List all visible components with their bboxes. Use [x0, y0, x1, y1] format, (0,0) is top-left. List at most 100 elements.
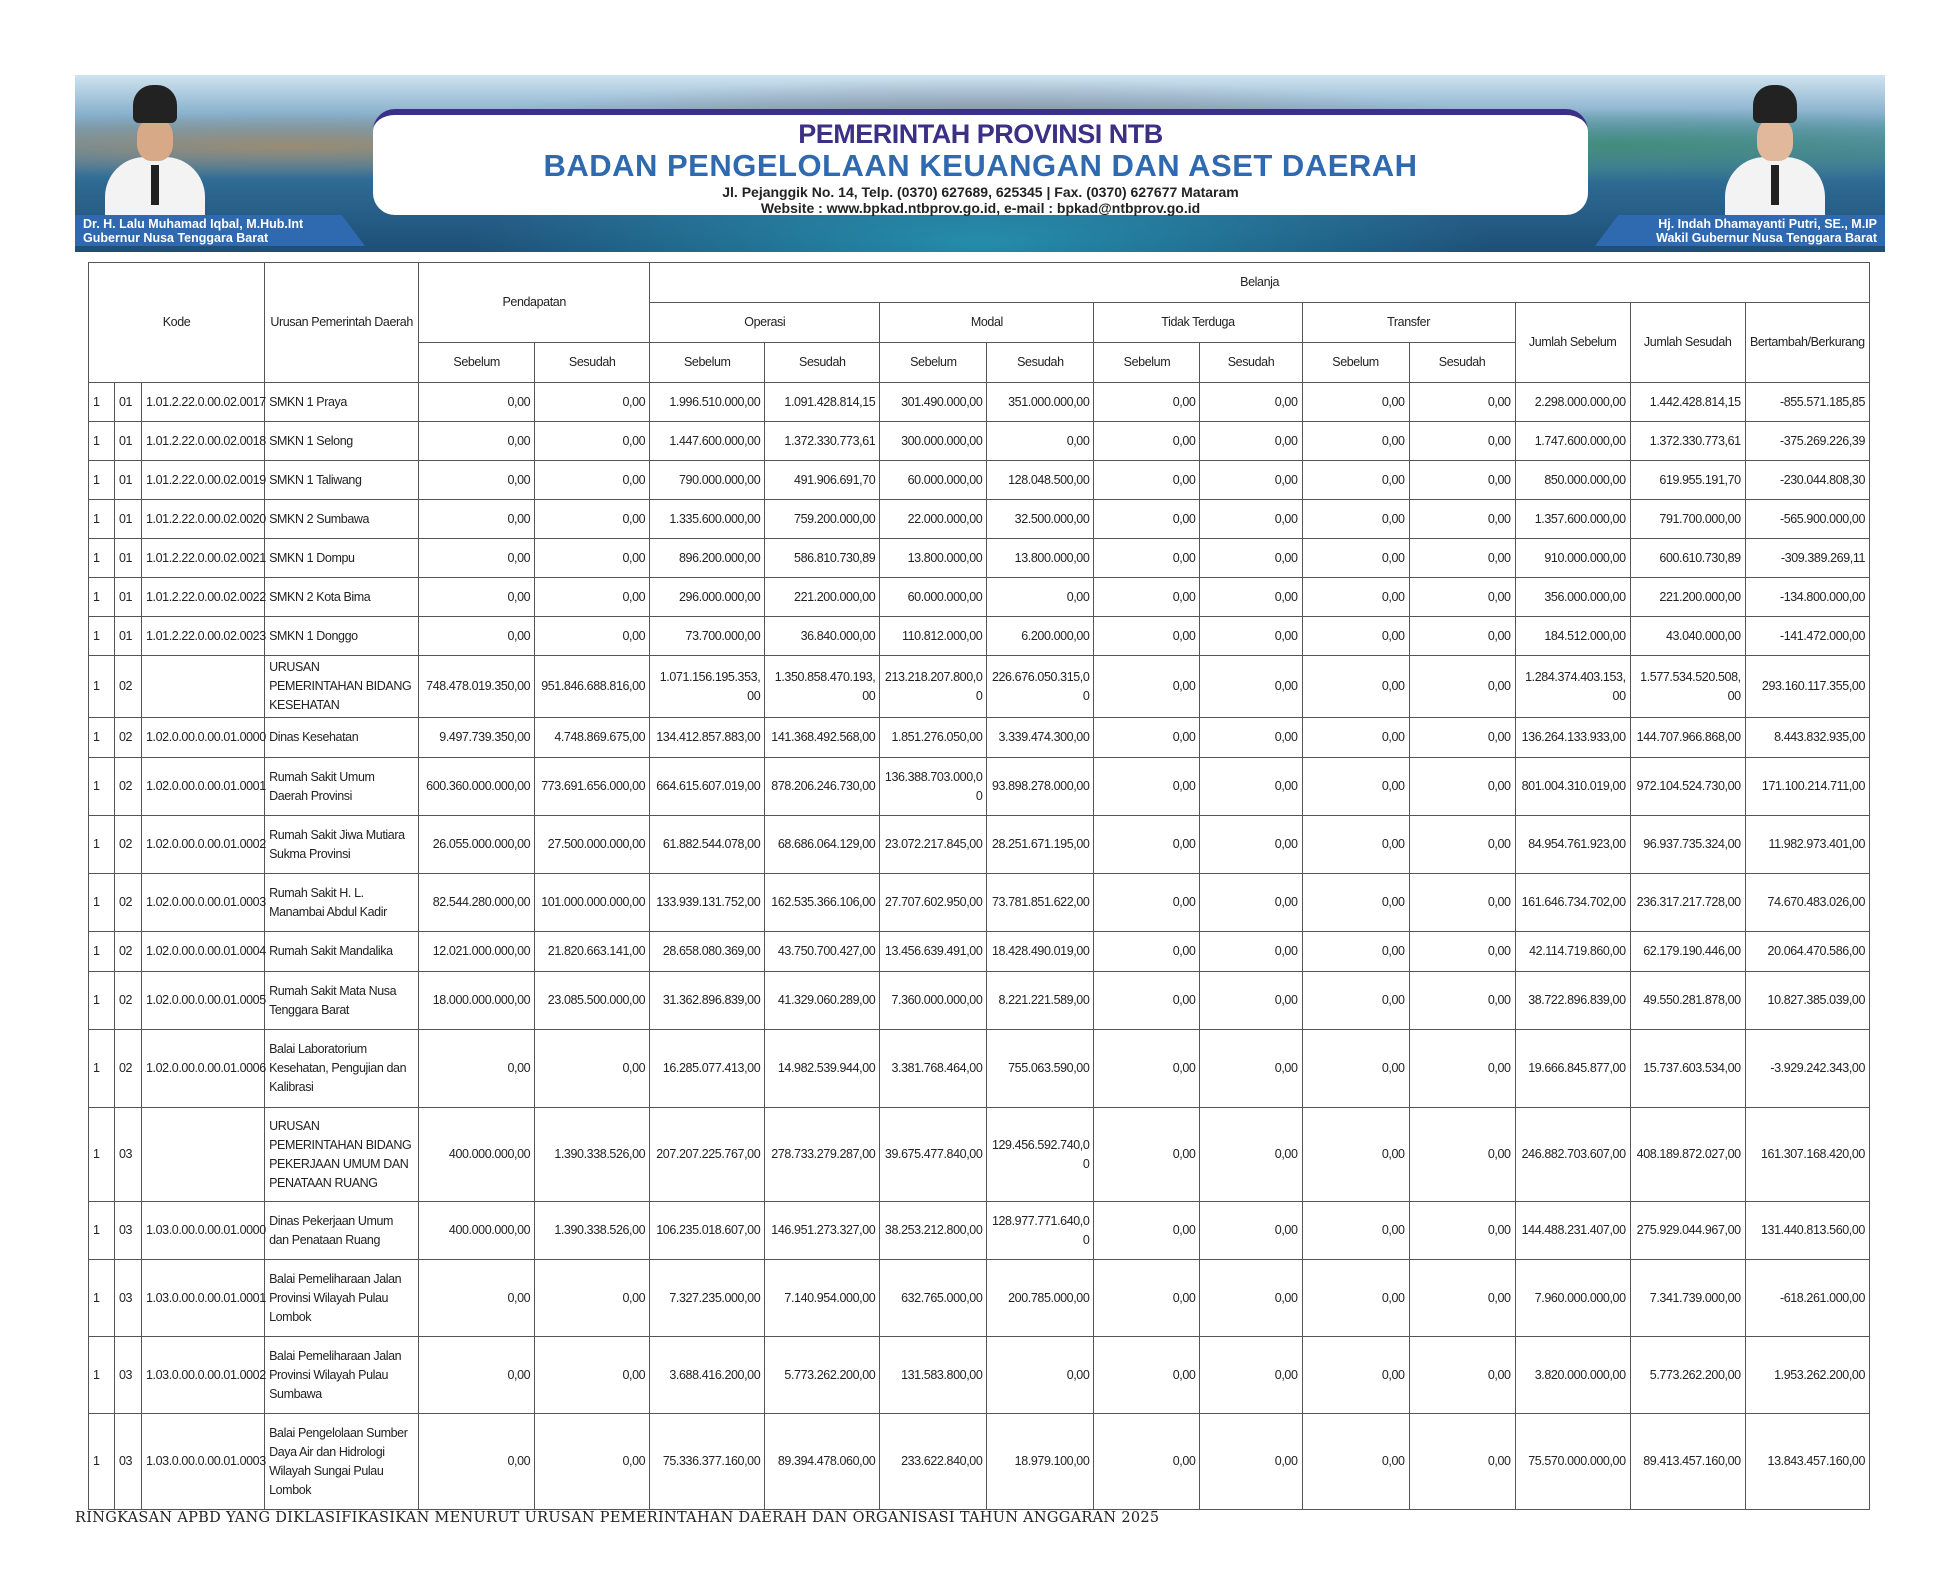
amount-cell: 16.285.077.413,00 — [649, 1029, 766, 1108]
vice-governor-title: Wakil Gubernur Nusa Tenggara Barat — [1656, 231, 1877, 245]
table-row: 1 01 1.01.2.22.0.00.02.0017 SMKN 1 Praya 0,0… — [88, 382, 1871, 422]
subheader-operasi-sebelum: Sebelum — [649, 342, 766, 383]
amount-cell: 84.954.761.923,00 — [1514, 815, 1631, 874]
amount-cell: 0,00 — [418, 538, 536, 578]
table-row: 1 02 1.02.0.00.0.00.01.0006 Balai Laborator… — [88, 1029, 1871, 1108]
amount-cell: 5.773.262.200,00 — [1629, 1336, 1746, 1414]
amount-cell: 0,00 — [1408, 499, 1516, 539]
amount-cell: 0,00 — [986, 1336, 1095, 1414]
urusan-code: 1 — [88, 1201, 115, 1260]
amount-cell: 0,00 — [1093, 616, 1201, 656]
bidang-code: 01 — [114, 421, 142, 461]
amount-cell: 400.000.000,00 — [418, 1201, 536, 1260]
amount-cell: 4.748.869.675,00 — [534, 717, 651, 758]
org-code: 1.02.0.00.0.00.01.0000 — [140, 717, 266, 758]
agency-address: Jl. Pejanggik No. 14, Telp. (0370) 62768… — [722, 184, 1239, 200]
amount-cell: 0,00 — [1093, 655, 1201, 718]
amount-cell: 3.820.000.000,00 — [1514, 1336, 1631, 1414]
amount-cell: 1.350.858.470.193,00 — [764, 655, 881, 718]
unit-name: Rumah Sakit Mata Nusa Tenggara Barat — [264, 971, 420, 1030]
org-code: 1.01.2.22.0.00.02.0019 — [140, 460, 266, 500]
unit-name: URUSAN PEMERINTAHAN BIDANG PEKERJAAN UMU… — [264, 1107, 420, 1202]
org-code: 1.02.0.00.0.00.01.0006 — [140, 1029, 266, 1108]
amount-cell: 0,00 — [1199, 421, 1303, 461]
amount-cell: 0,00 — [1301, 499, 1410, 539]
amount-cell: 1.577.534.520.508,00 — [1629, 655, 1746, 718]
amount-cell: 0,00 — [418, 1336, 536, 1414]
amount-cell: 3.688.416.200,00 — [649, 1336, 766, 1414]
amount-cell: 0,00 — [418, 577, 536, 617]
table-row: 1 02 1.02.0.00.0.00.01.0003 Rumah Sakit H. … — [88, 873, 1871, 932]
amount-cell: 0,00 — [418, 460, 536, 500]
amount-cell: 1.851.276.050,00 — [879, 717, 988, 758]
bidang-code: 03 — [114, 1107, 142, 1202]
urusan-code: 1 — [88, 499, 115, 539]
unit-name: Balai Pemeliharaan Jalan Provinsi Wilaya… — [264, 1336, 420, 1414]
amount-cell: 0,00 — [1301, 1259, 1410, 1337]
bidang-code: 03 — [114, 1259, 142, 1337]
amount-cell: 221.200.000,00 — [764, 577, 881, 617]
amount-cell: 0,00 — [1301, 815, 1410, 874]
table-row: 1 03 URUSAN PEMERINTAHAN BIDANG PEKERJAAN … — [88, 1107, 1871, 1202]
amount-cell: 351.000.000,00 — [986, 382, 1095, 422]
subheader-transfer-sesudah: Sesudah — [1408, 342, 1516, 383]
amount-cell: 0,00 — [534, 421, 651, 461]
org-code: 1.02.0.00.0.00.01.0003 — [140, 873, 266, 932]
amount-cell: 850.000.000,00 — [1514, 460, 1631, 500]
amount-cell: 96.937.735.324,00 — [1629, 815, 1746, 874]
amount-cell: 0,00 — [1199, 1107, 1303, 1202]
amount-cell: 13.800.000,00 — [986, 538, 1095, 578]
table-row: 1 03 1.03.0.00.0.00.01.0003 Balai Pengelola… — [88, 1413, 1871, 1510]
unit-name: SMKN 2 Kota Bima — [264, 577, 420, 617]
amount-cell: 39.675.477.840,00 — [879, 1107, 988, 1202]
header-operasi: Operasi — [649, 302, 881, 343]
amount-cell: 0,00 — [1093, 971, 1201, 1030]
amount-cell: 0,00 — [1301, 616, 1410, 656]
unit-name: Dinas Kesehatan — [264, 717, 420, 758]
amount-cell: 171.100.214.711,00 — [1744, 757, 1871, 816]
amount-cell: 73.781.851.622,00 — [986, 873, 1095, 932]
amount-cell: 1.284.374.403.153,00 — [1514, 655, 1631, 718]
amount-cell: 0,00 — [1199, 717, 1303, 758]
bidang-code: 01 — [114, 460, 142, 500]
org-code: 1.02.0.00.0.00.01.0002 — [140, 815, 266, 874]
amount-cell: 0,00 — [986, 577, 1095, 617]
vice-governor-name: Hj. Indah Dhamayanti Putri, SE., M.IP — [1658, 217, 1877, 231]
amount-cell: 0,00 — [1199, 577, 1303, 617]
table-row: 1 02 1.02.0.00.0.00.01.0005 Rumah Sakit Mat… — [88, 971, 1871, 1030]
amount-cell: 0,00 — [534, 1336, 651, 1414]
document-caption: RINGKASAN APBD YANG DIKLASIFIKASIKAN MEN… — [75, 1510, 1160, 1526]
amount-cell: -375.269.226,39 — [1744, 421, 1871, 461]
amount-cell: 0,00 — [1199, 971, 1303, 1030]
amount-cell: 13.456.639.491,00 — [879, 931, 988, 972]
amount-cell: 790.000.000,00 — [649, 460, 766, 500]
amount-cell: 0,00 — [534, 460, 651, 500]
amount-cell: 18.000.000.000,00 — [418, 971, 536, 1030]
amount-cell: -134.800.000,00 — [1744, 577, 1871, 617]
subheader-tidak-terduga-sesudah: Sesudah — [1199, 342, 1303, 383]
amount-cell: 0,00 — [1408, 815, 1516, 874]
amount-cell: 0,00 — [418, 382, 536, 422]
amount-cell: 1.442.428.814,15 — [1629, 382, 1746, 422]
amount-cell: 773.691.656.000,00 — [534, 757, 651, 816]
amount-cell: 0,00 — [418, 1259, 536, 1337]
amount-cell: 27.707.602.950,00 — [879, 873, 988, 932]
amount-cell: 22.000.000,00 — [879, 499, 988, 539]
amount-cell: 1.996.510.000,00 — [649, 382, 766, 422]
amount-cell: -230.044.808,30 — [1744, 460, 1871, 500]
amount-cell: 226.676.050.315,00 — [986, 655, 1095, 718]
amount-cell: 0,00 — [534, 538, 651, 578]
subheader-modal-sebelum: Sebelum — [879, 342, 988, 383]
org-code: 1.02.0.00.0.00.01.0001 — [140, 757, 266, 816]
amount-cell: 1.390.338.526,00 — [534, 1107, 651, 1202]
amount-cell: 1.390.338.526,00 — [534, 1201, 651, 1260]
amount-cell: 0,00 — [1301, 577, 1410, 617]
agency-name: BADAN PENGELOLAAN KEUANGAN DAN ASET DAER… — [543, 148, 1418, 183]
amount-cell: 136.388.703.000,00 — [879, 757, 988, 816]
amount-cell: 246.882.703.607,00 — [1514, 1107, 1631, 1202]
amount-cell: 0,00 — [1199, 655, 1303, 718]
amount-cell: 144.707.966.868,00 — [1629, 717, 1746, 758]
amount-cell: 600.360.000.000,00 — [418, 757, 536, 816]
urusan-code: 1 — [88, 1336, 115, 1414]
amount-cell: 60.000.000,00 — [879, 577, 988, 617]
